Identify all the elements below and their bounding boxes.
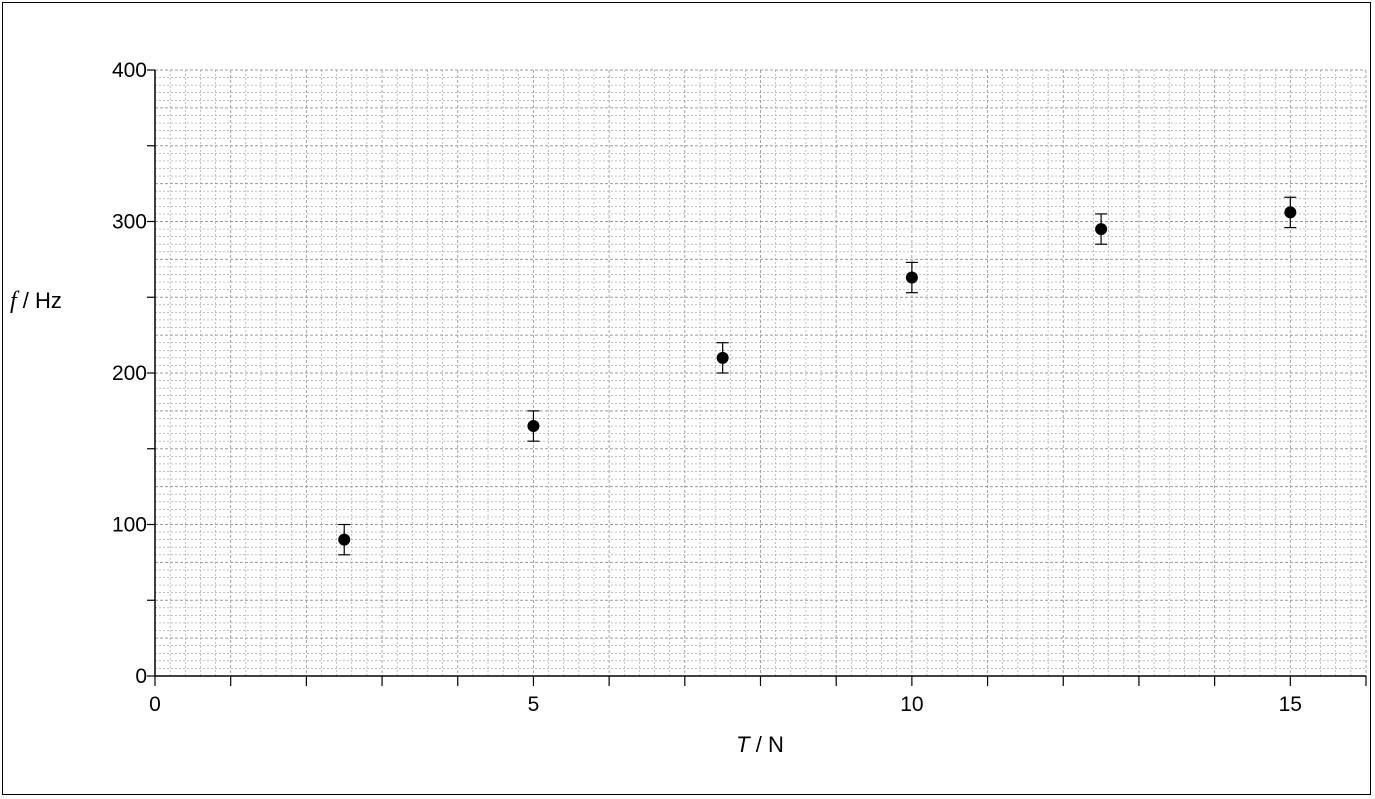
y-tick-labels: 0 100 200 300 400 bbox=[112, 59, 147, 688]
y-tick-label: 400 bbox=[112, 59, 147, 82]
data-point bbox=[338, 533, 351, 546]
y-tick-label: 200 bbox=[112, 362, 147, 385]
data-points bbox=[338, 196, 1297, 556]
y-tick-label: 100 bbox=[112, 514, 147, 537]
x-axis-unit: / N bbox=[750, 732, 784, 757]
data-point-group bbox=[527, 410, 540, 442]
x-tick-label: 5 bbox=[528, 693, 540, 716]
data-point-group bbox=[1095, 213, 1108, 245]
data-point bbox=[1284, 206, 1297, 219]
data-point-group bbox=[716, 342, 729, 374]
x-tick-labels: 0 5 10 15 bbox=[149, 693, 1302, 716]
x-tick-label: 10 bbox=[900, 693, 923, 716]
data-point bbox=[1095, 223, 1108, 236]
data-point-group bbox=[905, 261, 918, 294]
axes bbox=[147, 69, 1367, 686]
x-tick-label: 15 bbox=[1279, 693, 1302, 716]
y-axis-symbol: f bbox=[10, 288, 20, 314]
y-axis-title: f / Hz bbox=[10, 288, 62, 314]
x-axis-symbol: T bbox=[736, 732, 751, 757]
y-tick-label: 300 bbox=[112, 211, 147, 234]
data-point bbox=[716, 351, 729, 364]
data-point-group bbox=[1284, 196, 1297, 229]
y-tick-label: 0 bbox=[135, 665, 147, 688]
y-axis-unit: / Hz bbox=[17, 288, 62, 313]
data-point bbox=[527, 420, 540, 433]
x-tick-label: 0 bbox=[149, 693, 161, 716]
data-point bbox=[905, 271, 918, 284]
data-point-group bbox=[338, 523, 351, 556]
grid bbox=[154, 69, 1367, 677]
x-axis-title: T / N bbox=[736, 732, 784, 757]
